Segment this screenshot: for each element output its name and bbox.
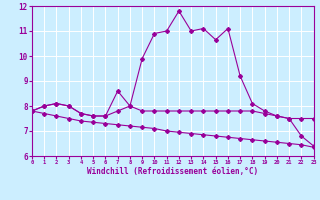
- X-axis label: Windchill (Refroidissement éolien,°C): Windchill (Refroidissement éolien,°C): [87, 167, 258, 176]
